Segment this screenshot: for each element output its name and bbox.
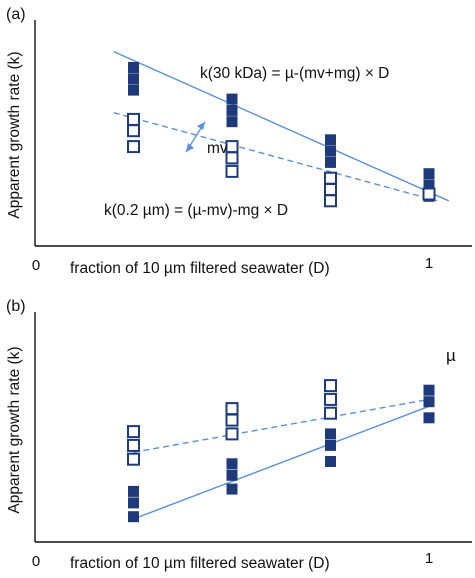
point-k30kda-a-3 [226,93,238,105]
fit-line-k30kda-b [133,405,430,520]
mv-label: mv [207,140,228,157]
point-k30kda-a-7 [325,145,336,157]
mv-arrow-head-top [197,122,205,130]
x-tick-label-0-a: 0 [32,257,40,274]
x-tick-label-1-a: 1 [425,255,433,272]
point-k02um-b-8 [324,406,337,420]
x-tick-label-1-b: 1 [425,550,433,567]
panel-b: (b) Apparent growth rate (k) 0 1 fractio… [6,298,472,572]
equation-30kda: k(30 kDa) = µ-(mv+mg) × D [200,65,389,82]
point-k02um-a-4 [225,151,239,165]
fit-lines-a [113,51,449,202]
markers-b [127,379,435,523]
point-k02um-a-6 [324,171,337,185]
point-k30kda-b-1 [128,497,139,509]
point-k30kda-b-11 [423,412,435,424]
point-k02um-b-4 [225,413,239,427]
fit-line-k02um-a [113,111,438,202]
point-k30kda-a-4 [226,104,238,116]
fit-lines-b [133,398,430,520]
point-k30kda-b-2 [128,511,139,523]
point-k30kda-a-8 [325,156,336,168]
fit-line-k30kda-a [113,51,449,202]
point-k02um-b-1 [127,438,140,452]
equation-02um: k(0.2 µm) = (µ-mv)-mg × D [104,202,288,219]
point-k30kda-b-6 [325,428,336,440]
point-k02um-a-5 [225,164,239,178]
point-k02um-a-0 [127,112,140,126]
point-k02um-b-3 [225,402,239,416]
y-axis-label-a: Apparent growth rate (k) [6,51,23,218]
point-k30kda-b-0 [128,485,139,497]
point-k02um-a-9 [422,187,436,201]
point-k02um-a-2 [127,140,140,154]
point-k02um-a-1 [127,124,140,138]
point-k30kda-a-10 [423,179,435,191]
point-k02um-b-0 [127,425,140,439]
point-k30kda-a-0 [128,62,139,73]
point-k30kda-a-5 [226,116,238,128]
point-k02um-b-7 [324,392,337,406]
point-k30kda-b-9 [423,384,435,396]
panel-label-b: (b) [6,298,26,315]
point-k30kda-a-9 [423,168,435,180]
point-k30kda-b-5 [226,483,238,495]
point-k30kda-b-8 [325,456,336,467]
mv-arrow-head-bottom [186,143,194,152]
point-k30kda-b-3 [226,458,238,470]
x-tick-label-0-b: 0 [32,553,40,570]
point-k02um-a-3 [225,140,239,154]
point-k30kda-b-10 [423,396,435,408]
point-k30kda-a-1 [128,73,139,85]
y-axis-label-b: Apparent growth rate (k) [6,346,23,513]
fit-line-k02um-b [133,398,430,453]
point-k30kda-b-7 [325,439,336,451]
x-axis-label-b: fraction of 10 µm filtered seawater (D) [70,555,330,572]
point-k02um-a-7 [324,183,337,196]
point-k02um-b-2 [127,452,140,466]
point-k02um-a-8 [324,194,337,208]
point-k30kda-b-4 [226,469,238,481]
point-k30kda-a-2 [128,84,139,96]
x-axis-label-a: fraction of 10 µm filtered seawater (D) [70,260,330,277]
point-k30kda-a-6 [325,134,336,146]
panel-label-a: (a) [6,6,26,23]
point-k02um-b-5 [225,427,239,441]
panel-a: (a) Apparent growth rate (k) 0 1 fractio… [6,6,472,277]
mu-label: µ [446,346,456,365]
point-k02um-b-6 [324,379,337,393]
markers-a [127,62,436,208]
